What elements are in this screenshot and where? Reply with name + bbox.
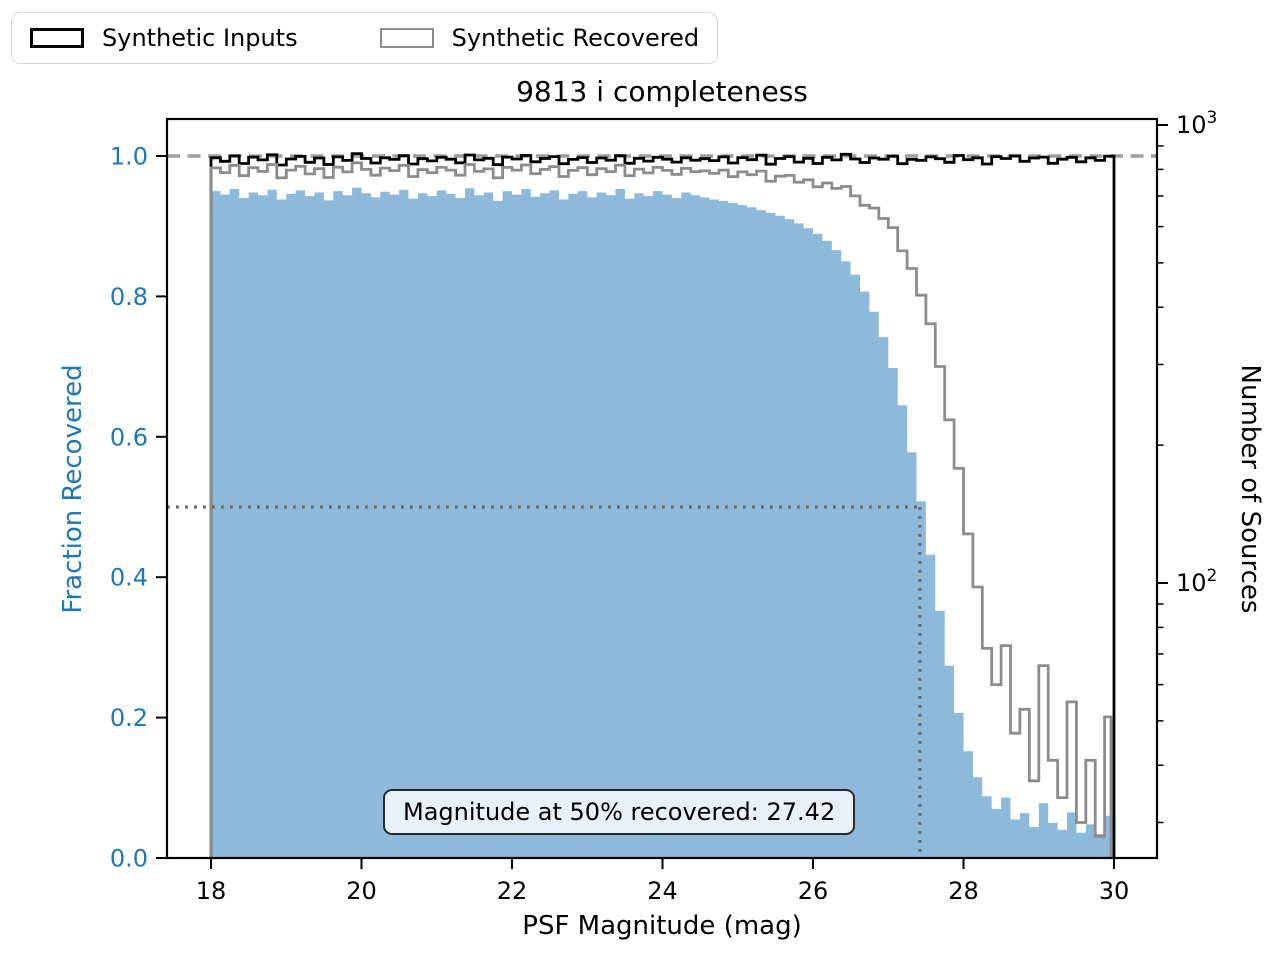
svg-text:103: 103: [1176, 108, 1217, 139]
svg-text:0.4: 0.4: [110, 564, 148, 592]
legend-item-synthetic-recovered: Synthetic Recovered: [379, 24, 700, 52]
svg-text:0.6: 0.6: [110, 423, 148, 451]
legend-label: Synthetic Inputs: [102, 24, 298, 52]
y-axis-label-left: Fraction Recovered: [58, 364, 88, 614]
svg-text:18: 18: [196, 877, 227, 905]
chart-title: 9813 i completeness: [516, 75, 808, 108]
svg-text:24: 24: [647, 877, 678, 905]
svg-text:28: 28: [948, 877, 979, 905]
x-axis-label: PSF Magnitude (mag): [522, 911, 802, 941]
y-axis-label-right: Number of Sources: [1235, 364, 1265, 614]
svg-text:0.0: 0.0: [110, 845, 148, 873]
svg-text:22: 22: [497, 877, 528, 905]
svg-text:1.0: 1.0: [110, 143, 148, 171]
svg-text:20: 20: [346, 877, 377, 905]
svg-text:0.8: 0.8: [110, 283, 148, 311]
annotation-box: Magnitude at 50% recovered: 27.42: [383, 789, 856, 835]
synthetic-inputs-swatch-icon: [30, 28, 84, 48]
legend: Synthetic Inputs Synthetic Recovered: [11, 12, 719, 64]
svg-text:30: 30: [1099, 877, 1130, 905]
synthetic-recovered-swatch-icon: [379, 28, 434, 48]
legend-label: Synthetic Recovered: [451, 24, 700, 52]
svg-text:102: 102: [1176, 566, 1217, 597]
svg-text:0.2: 0.2: [110, 704, 148, 732]
legend-item-synthetic-inputs: Synthetic Inputs: [30, 26, 298, 50]
svg-text:26: 26: [798, 877, 829, 905]
